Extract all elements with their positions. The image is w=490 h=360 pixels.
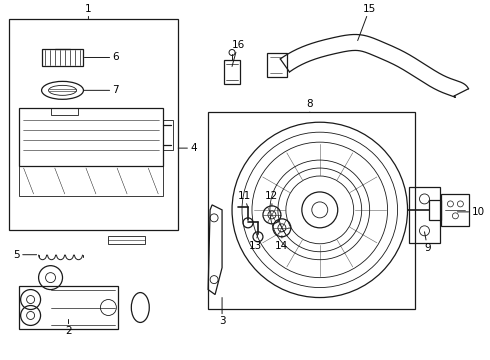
Text: 6: 6	[84, 53, 119, 63]
Text: 13: 13	[248, 234, 262, 251]
Text: 11: 11	[237, 191, 250, 208]
Bar	[409, 187, 441, 243]
Text: 4: 4	[178, 143, 197, 153]
Bar	[42, 49, 83, 67]
Bar	[208, 112, 415, 310]
Bar	[108, 236, 145, 244]
Bar	[267, 54, 287, 77]
Text: 16: 16	[231, 40, 245, 67]
Text: 1: 1	[85, 4, 92, 19]
Text: 9: 9	[424, 232, 431, 253]
Text: 15: 15	[358, 4, 376, 41]
Text: 2: 2	[65, 319, 72, 336]
Text: 8: 8	[307, 99, 313, 112]
Bar	[163, 120, 173, 150]
Bar	[9, 19, 178, 230]
Text: 5: 5	[13, 250, 37, 260]
Bar	[441, 194, 469, 226]
Text: 7: 7	[83, 85, 119, 95]
Text: 12: 12	[265, 191, 278, 206]
Bar	[19, 285, 119, 329]
Text: 10: 10	[457, 207, 485, 217]
Bar	[50, 108, 78, 115]
Text: 14: 14	[275, 236, 289, 251]
Bar	[19, 108, 163, 166]
Bar	[224, 60, 240, 84]
Text: 3: 3	[219, 298, 225, 327]
Bar	[429, 200, 441, 220]
Bar	[19, 166, 163, 196]
